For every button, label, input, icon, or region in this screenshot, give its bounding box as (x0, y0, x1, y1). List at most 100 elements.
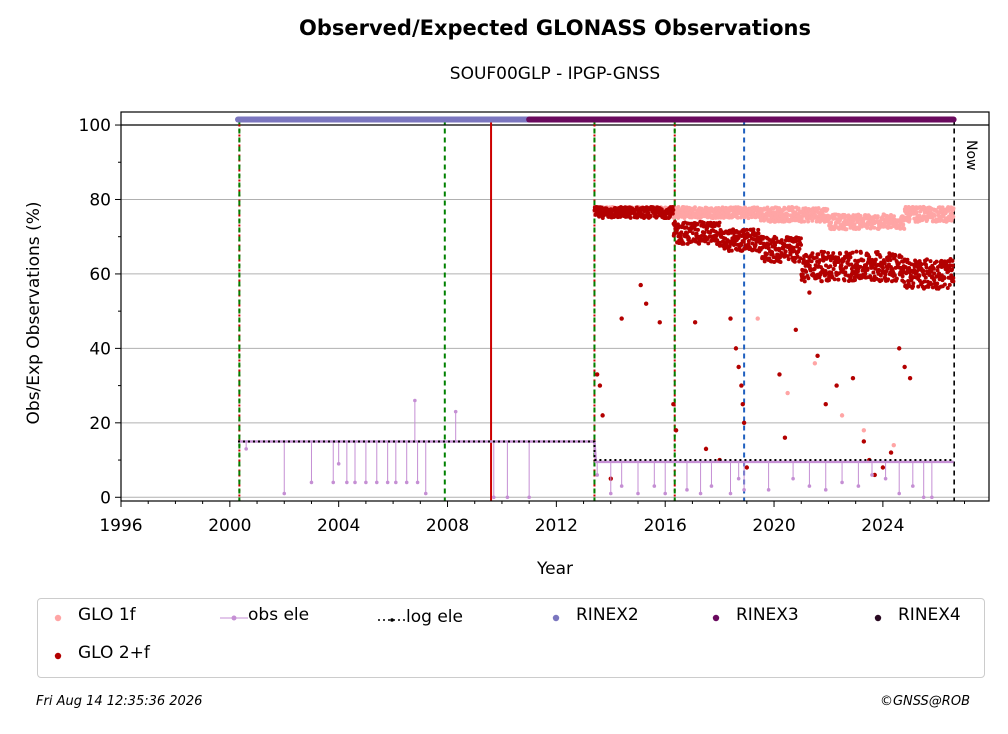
data-point (674, 228, 679, 233)
data-point (741, 239, 746, 244)
data-point (628, 215, 633, 220)
data-point (832, 277, 837, 282)
legend-marker-glo-2f (50, 647, 78, 660)
data-point (879, 278, 884, 283)
data-point (761, 234, 766, 239)
data-point (907, 217, 912, 222)
data-point (646, 211, 651, 216)
data-point (921, 268, 926, 273)
y-tick-label: 0 (100, 488, 111, 508)
obs-ele-point (385, 480, 390, 485)
data-point (848, 255, 853, 260)
data-point (945, 286, 950, 291)
obs-ele-point (331, 480, 336, 485)
outlier-point (782, 435, 788, 440)
chart-title: Observed/Expected GLONASS Observations (299, 16, 811, 40)
data-point (802, 275, 807, 280)
data-point (839, 263, 844, 268)
outlier-point (744, 465, 750, 470)
data-point (875, 250, 880, 255)
obs-ele-point (608, 491, 613, 496)
data-point (762, 259, 767, 264)
footer-timestamp: Fri Aug 14 12:35:36 2026 (36, 694, 203, 709)
data-point (825, 207, 830, 212)
outlier-point (850, 375, 856, 381)
outlier-point (907, 375, 913, 381)
data-point (791, 245, 796, 250)
obs-ele-point (413, 398, 417, 403)
legend-item-rinex3: RINEX3 (708, 605, 799, 625)
outlier-point (785, 390, 790, 396)
data-point (821, 258, 826, 263)
data-point (935, 281, 940, 286)
data-point (798, 256, 803, 261)
data-point (773, 243, 778, 248)
data-series (235, 116, 957, 500)
data-point (896, 261, 901, 266)
obs-ele-point (244, 447, 248, 451)
outlier-point (673, 428, 679, 433)
x-tick-label: 2000 (208, 516, 251, 536)
obs-ele-point (505, 495, 510, 500)
y-tick-label: 20 (89, 414, 111, 434)
data-point (789, 218, 794, 223)
obs-ele-point (336, 461, 341, 466)
data-point (798, 236, 803, 241)
data-point (900, 274, 905, 279)
data-point (686, 236, 691, 241)
data-point (951, 279, 956, 284)
data-point (800, 272, 805, 277)
data-point (942, 282, 947, 287)
data-point (819, 279, 824, 284)
legend-label-obs-ele: obs ele (248, 605, 310, 625)
data-point (829, 220, 834, 225)
data-point (924, 265, 929, 270)
data-point (692, 205, 697, 210)
data-point (778, 259, 783, 264)
data-point (751, 227, 756, 232)
outlier-point (594, 372, 600, 377)
obs-ele-line (238, 440, 954, 464)
data-point (852, 222, 857, 227)
data-point (827, 278, 832, 283)
data-point (802, 219, 807, 224)
data-point (932, 213, 937, 218)
x-tick-label: 1996 (99, 516, 142, 536)
data-point (717, 220, 722, 225)
outlier-point (880, 465, 886, 470)
obs-ele-point (374, 480, 379, 485)
data-point (894, 276, 899, 281)
outlier-point (897, 346, 902, 351)
obs-ele-point (766, 488, 771, 492)
outlier-point (861, 439, 867, 444)
data-point (950, 263, 955, 268)
data-point (676, 204, 681, 209)
legend-item-rinex2: RINEX2 (548, 605, 639, 625)
obs-ele-point (652, 484, 657, 488)
data-point (648, 214, 653, 219)
data-point (820, 267, 825, 272)
data-point (950, 258, 955, 263)
data-point (891, 214, 896, 219)
data-point (873, 266, 878, 271)
outlier-point (891, 442, 896, 448)
data-point (851, 219, 856, 224)
data-point (766, 243, 771, 248)
data-point (942, 276, 947, 281)
data-point (702, 230, 707, 235)
data-point (826, 251, 831, 256)
data-point (816, 206, 821, 211)
obs-ele-point (595, 473, 599, 477)
data-point (774, 236, 779, 241)
legend-marker-rinex3 (708, 609, 736, 622)
data-point (704, 226, 709, 231)
data-point (883, 275, 888, 280)
outlier-point (619, 316, 624, 321)
data-point (928, 259, 933, 264)
data-point (909, 262, 914, 267)
data-point (695, 227, 700, 232)
data-point (777, 247, 782, 252)
data-point (838, 251, 843, 256)
data-point (873, 257, 878, 262)
outlier-point (692, 320, 698, 325)
